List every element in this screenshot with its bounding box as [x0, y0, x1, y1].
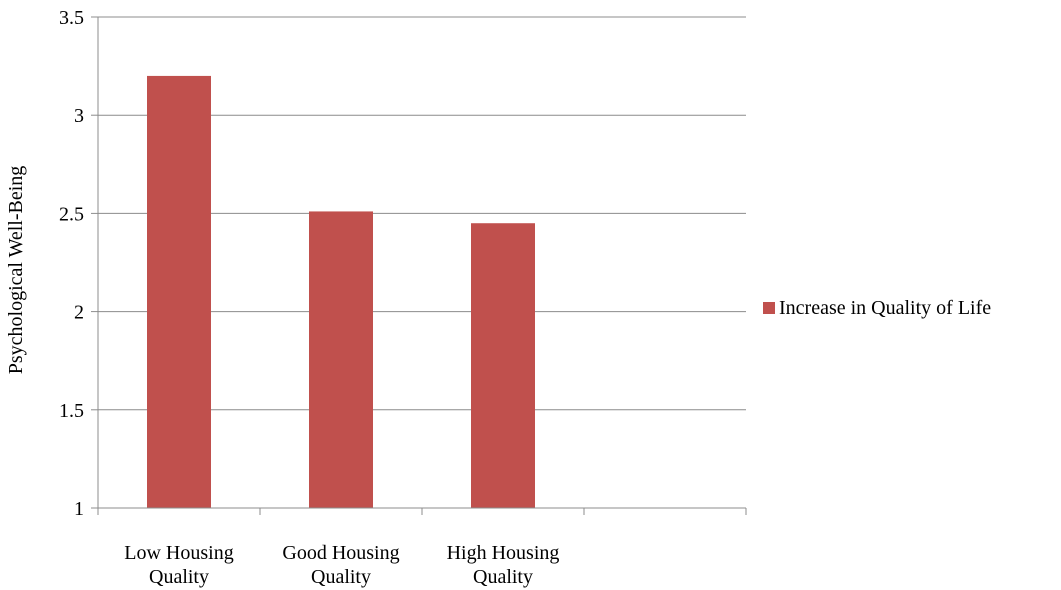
bar	[147, 75, 211, 509]
x-tick-label: Low Housing Quality	[124, 542, 233, 588]
x-axis-category-labels: Low Housing Quality Good Housing Quality Hig…	[124, 542, 560, 588]
legend: Increase in Quality of Life	[763, 297, 991, 319]
axes	[97, 17, 747, 515]
x-tick-label: Good Housing Quality	[282, 542, 399, 588]
y-tick-label: 3.5	[59, 7, 84, 29]
y-tick-label: 1.5	[59, 400, 84, 422]
bar	[309, 211, 373, 508]
bars	[147, 75, 535, 509]
y-tick-label: 1	[74, 498, 84, 520]
y-axis-title: Psychological Well-Being	[5, 166, 27, 375]
x-tick-label: High Housing Quality	[447, 542, 560, 588]
y-axis-ticks: 1 1.5 2 2.5 3 3.5	[59, 7, 98, 520]
y-tick-label: 2.5	[59, 203, 84, 225]
legend-label: Increase in Quality of Life	[779, 297, 991, 319]
y-tick-label: 3	[74, 105, 84, 127]
y-tick-label: 2	[74, 302, 84, 324]
bar	[471, 223, 535, 508]
legend-swatch	[763, 302, 775, 314]
